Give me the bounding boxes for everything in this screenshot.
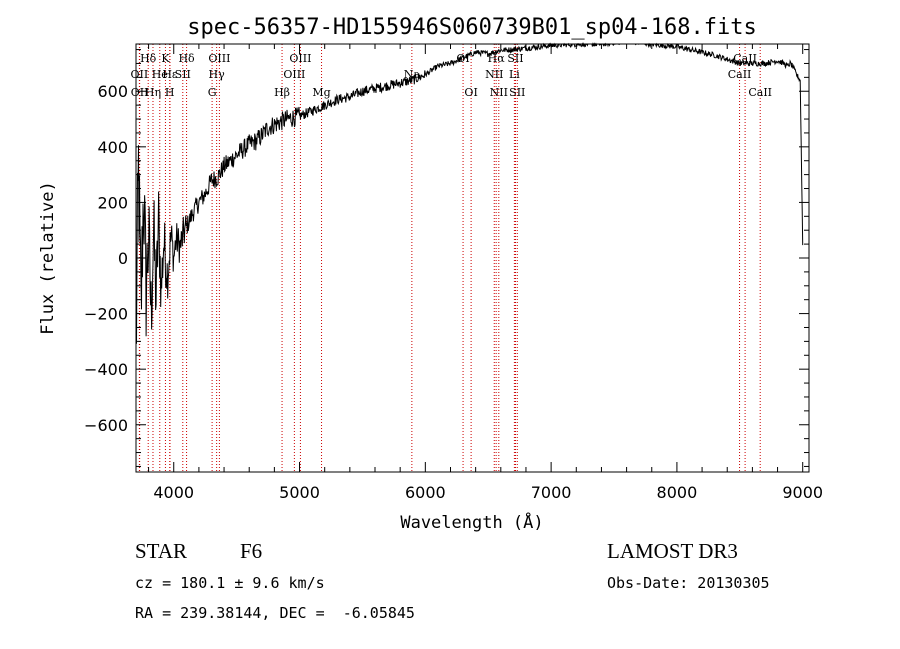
y-tick-label: 200	[97, 193, 128, 212]
spectral-line-label: Hγ	[209, 68, 226, 81]
object-class: STAR	[135, 539, 187, 563]
spectral-line-label: G	[208, 86, 217, 99]
x-tick-label: 6000	[405, 483, 446, 502]
spectral-line-label: He	[152, 68, 168, 81]
plot-frame	[135, 43, 810, 473]
spectral-line-markers	[138, 44, 761, 472]
spectral-line-label: NII	[485, 68, 503, 81]
spectral-line-label: Hδ	[140, 52, 157, 65]
spectral-line-label: Mg	[312, 86, 330, 99]
spectral-line-label: OIII	[208, 52, 230, 65]
x-axis-label: Wavelength (Å)	[400, 511, 543, 533]
spectral-line-label: Hβ	[274, 86, 290, 99]
spectral-line-label: OIII	[289, 52, 311, 65]
spectral-line-label: Hε	[162, 68, 178, 81]
spectral-line-label: CaII	[748, 86, 772, 99]
spectral-line-label: Li	[509, 68, 520, 81]
x-tick-label: 9000	[782, 483, 823, 502]
spectral-line-label: NII	[490, 86, 508, 99]
spectral-line-label: CaII	[728, 68, 752, 81]
y-axis-ticks: −600 −400 −200 0 200 400 600	[84, 49, 809, 467]
x-tick-label: 7000	[531, 483, 572, 502]
x-tick-label: 8000	[657, 483, 698, 502]
y-tick-label: −400	[84, 360, 128, 379]
spectral-line-label: OI	[464, 86, 477, 99]
spectrum-series-line	[135, 42, 804, 344]
spectral-line-label: Hα	[488, 52, 506, 65]
y-axis-label: Flux (relative)	[38, 181, 58, 335]
chart-title: spec-56357-HD155946S060739B01_sp04-168.f…	[187, 15, 757, 40]
x-tick-label: 4000	[153, 483, 194, 502]
y-tick-label: 600	[97, 82, 128, 101]
spectral-line-label: K	[161, 52, 170, 65]
y-tick-label: −600	[84, 416, 128, 435]
spectral-line-label: OII	[131, 86, 149, 99]
spectral-line-label: OII	[131, 68, 149, 81]
y-tick-label: 400	[97, 138, 128, 157]
coordinates-text: RA = 239.38144, DEC = -6.05845	[135, 604, 415, 622]
spectral-subclass: F6	[240, 539, 263, 563]
y-tick-label: 0	[118, 249, 128, 268]
x-tick-label: 5000	[279, 483, 320, 502]
observation-date: Obs-Date: 20130305	[607, 574, 770, 592]
spectral-line-label: SII	[507, 52, 523, 65]
spectral-line-label: Hδ	[178, 52, 195, 65]
x-axis-ticks: 4000 5000 6000 7000 8000 9000	[148, 44, 823, 502]
spectral-line-label: SII	[509, 86, 525, 99]
spectral-line-label: OIII	[283, 68, 305, 81]
spectral-line-label: SII	[175, 68, 191, 81]
redshift-text: cz = 180.1 ± 9.6 km/s	[135, 574, 325, 592]
survey-name: LAMOST DR3	[607, 539, 738, 563]
y-tick-label: −200	[84, 305, 128, 324]
spectral-line-label: H	[165, 86, 175, 99]
spectral-line-label: Hη	[145, 86, 161, 99]
